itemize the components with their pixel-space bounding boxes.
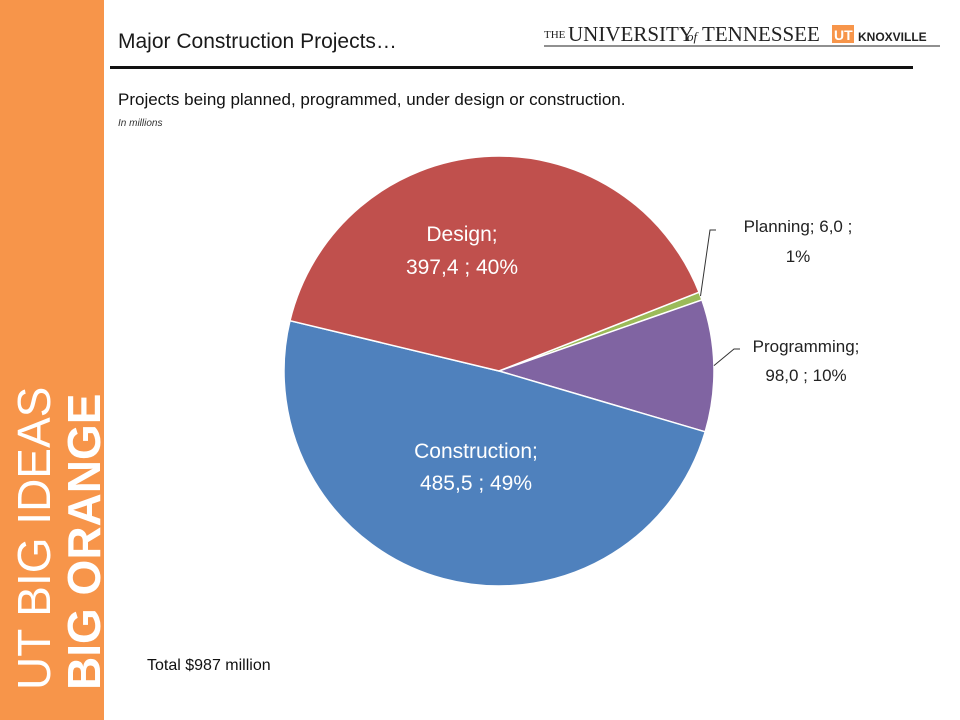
wordmark-big-orange: BIG ORANGE [58, 394, 104, 690]
university-logo: THE UNIVERSITY of TENNESSEE UT KNOXVILLE [540, 16, 945, 55]
big-orange-big-ideas-wordmark: BIG ORANGE UT BIG IDEAS [8, 387, 104, 690]
leader-line-programming [713, 348, 740, 366]
data-label-programming-line1: Programming; [753, 337, 860, 356]
chart-subtitle: Projects being planned, programmed, unde… [118, 90, 626, 109]
wordmark-big-ideas: UT BIG IDEAS [8, 387, 60, 690]
data-label-construction-line1: Construction; [414, 440, 538, 463]
total-label: Total $987 million [147, 657, 271, 674]
data-label-construction-line2: 485,5 ; 49% [420, 472, 532, 495]
data-label-planning-line2: 1% [786, 247, 811, 266]
svg-text:TENNESSEE: TENNESSEE [702, 22, 820, 46]
pie-slice-construction [283, 319, 707, 587]
data-label-planning-line1: Planning; 6,0 ; [744, 217, 853, 236]
pie-slice-design [289, 155, 701, 372]
svg-text:of: of [687, 29, 700, 44]
svg-text:UNIVERSITY: UNIVERSITY [568, 22, 694, 46]
data-label-design-line1: Design; [426, 223, 497, 246]
title-divider [110, 66, 913, 69]
svg-text:THE: THE [544, 29, 566, 41]
page-title: Major Construction Projects… [118, 30, 397, 53]
pie-slice-programming [496, 298, 715, 433]
data-label-design-line2: 397,4 ; 40% [406, 256, 518, 279]
svg-text:KNOXVILLE: KNOXVILLE [858, 30, 927, 44]
svg-text:UT: UT [834, 27, 853, 43]
leader-line-planning [700, 229, 716, 297]
brand-sidebar: BIG ORANGE UT BIG IDEAS [0, 0, 104, 720]
data-label-programming-line2: 98,0 ; 10% [765, 366, 846, 385]
units-note: In millions [118, 118, 163, 129]
